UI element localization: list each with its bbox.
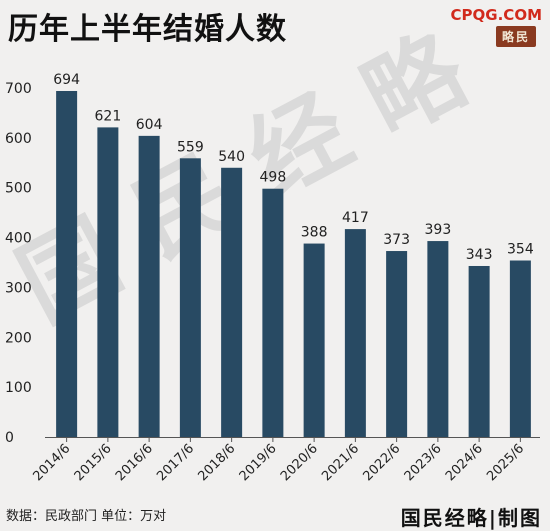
y-tick-label: 100: [5, 380, 32, 396]
x-tick-label: 2020/6: [278, 441, 321, 484]
data-label: 373: [383, 232, 410, 248]
data-label: 604: [136, 117, 163, 133]
y-tick-label: 500: [5, 181, 32, 197]
data-label: 559: [177, 139, 204, 155]
x-tick-label: 2023/6: [402, 441, 445, 484]
data-label: 621: [95, 108, 122, 124]
x-axis: 2014/62015/62016/62017/62018/62019/62020…: [30, 437, 540, 484]
bar: [303, 243, 325, 437]
data-label: 393: [425, 222, 452, 238]
bar: [138, 135, 160, 437]
data-source: 数据：民政部门 单位：万对: [6, 509, 167, 524]
bar: [179, 158, 201, 437]
data-label: 354: [507, 242, 534, 258]
data-label: 694: [53, 72, 80, 88]
site-url: CPQG.COM: [450, 6, 542, 24]
x-tick-label: 2022/6: [360, 441, 403, 484]
x-tick-label: 2016/6: [113, 441, 156, 484]
bars: 694 621 604 559 540 498 388 417 373 393 343 354: [53, 72, 534, 438]
data-label: 498: [260, 170, 287, 186]
bar: [386, 251, 408, 437]
data-label: 540: [218, 149, 245, 165]
y-tick-label: 300: [5, 280, 32, 296]
y-tick-label: 600: [5, 131, 32, 147]
bar: [427, 241, 449, 437]
x-tick-label: 2019/6: [237, 441, 280, 484]
y-tick-label: 0: [5, 430, 14, 446]
data-label: 343: [466, 247, 493, 263]
x-tick-label: 2021/6: [319, 441, 362, 484]
brand-credit: 国民经略|制图: [400, 506, 542, 530]
watermark-char: 经: [230, 73, 368, 218]
x-tick-label: 2017/6: [154, 441, 197, 484]
bar: [97, 127, 119, 437]
data-label: 417: [342, 210, 369, 226]
y-axis: 0 100 200 300 400 500 600 700: [5, 81, 32, 446]
bar: [262, 188, 284, 437]
data-label: 388: [301, 225, 328, 241]
x-tick-label: 2024/6: [443, 441, 486, 484]
x-tick-label: 2014/6: [30, 441, 73, 484]
bar: [509, 260, 531, 437]
y-tick-label: 400: [5, 231, 32, 247]
bar: [468, 265, 490, 437]
watermark-char: 略: [345, 12, 485, 158]
x-tick-label: 2025/6: [484, 441, 527, 484]
y-tick-label: 700: [5, 81, 32, 97]
x-tick-label: 2015/6: [72, 441, 115, 484]
bar: [56, 90, 78, 438]
seal-logo: 略民: [496, 26, 536, 47]
x-tick-label: 2018/6: [195, 441, 238, 484]
bar: [221, 167, 243, 437]
y-tick-label: 200: [5, 330, 32, 346]
bar: [344, 229, 366, 437]
chart-title: 历年上半年结婚人数: [8, 12, 287, 47]
